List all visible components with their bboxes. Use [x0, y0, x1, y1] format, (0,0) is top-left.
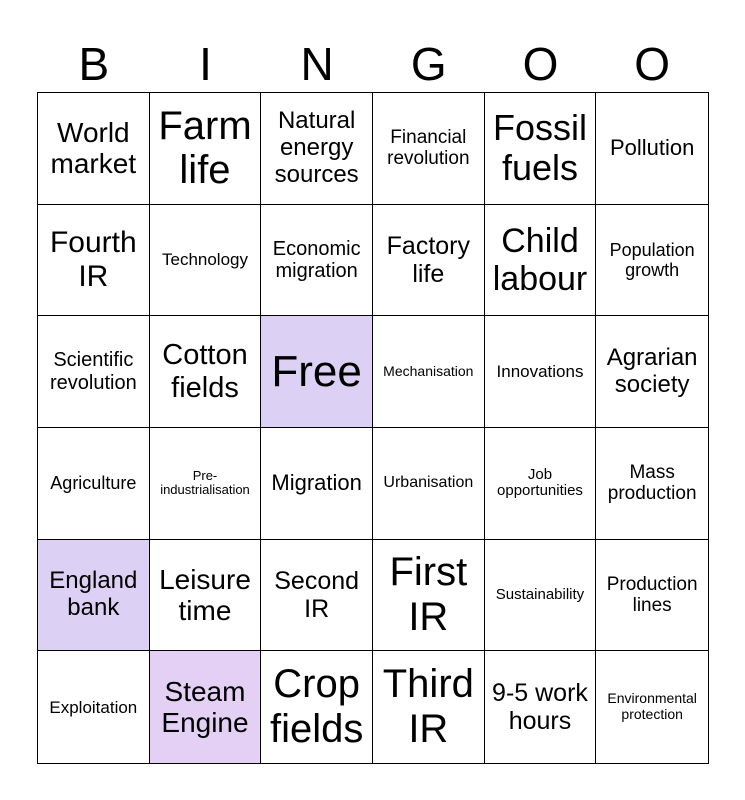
bingo-cell[interactable]: Pre-industrialisation: [149, 427, 262, 540]
bingo-cell[interactable]: First IR: [372, 539, 485, 652]
bingo-cell[interactable]: Factory life: [372, 204, 485, 317]
header-letter: O: [522, 38, 559, 90]
bingo-cell[interactable]: Environmental protection: [607, 690, 697, 723]
bingo-cell[interactable]: 9-5 work hours: [485, 651, 597, 763]
bingo-cell[interactable]: Migration: [261, 427, 373, 540]
bingo-card: World market Farm life Natural energy sour…: [37, 92, 709, 764]
header-letter: G: [410, 38, 447, 90]
bingo-cell[interactable]: Leisure time: [149, 539, 262, 652]
bingo-cell[interactable]: World market: [38, 93, 150, 205]
bingo-cell[interactable]: England bank: [38, 539, 150, 652]
bingo-cell[interactable]: Technology: [149, 204, 262, 317]
bingo-cell[interactable]: Sustainability: [484, 539, 597, 652]
bingo-cell[interactable]: Exploitation: [38, 651, 150, 763]
bingo-cell[interactable]: Crop fields: [261, 651, 373, 763]
bingo-cell[interactable]: Agriculture: [38, 427, 150, 540]
header-letter: O: [634, 38, 670, 90]
bingo-cell[interactable]: Fossil fuels: [484, 93, 597, 205]
bingo-cell[interactable]: Urbanisation: [372, 427, 485, 540]
bingo-cell[interactable]: Fourth IR: [38, 204, 150, 317]
bingo-cell[interactable]: Cotton fields: [149, 316, 262, 428]
bingo-cell[interactable]: Third IR: [373, 651, 485, 763]
bingo-cell[interactable]: Innovations: [484, 316, 597, 428]
header-letter: N: [300, 38, 334, 90]
bingo-cell[interactable]: Agrarian society: [596, 316, 708, 428]
header-letter: I: [199, 38, 212, 90]
bingo-cell[interactable]: Population growth: [596, 205, 708, 317]
bingo-cell[interactable]: Job opportunities: [484, 427, 597, 540]
free-space-cell[interactable]: Free: [261, 316, 373, 428]
bingo-cell[interactable]: Second IR: [261, 539, 373, 652]
header-letter: B: [78, 38, 110, 90]
bingo-cell[interactable]: Farm life: [149, 93, 262, 205]
bingo-cell[interactable]: Child labour: [484, 204, 597, 317]
bingo-cell[interactable]: Financial revolution: [372, 93, 485, 205]
bingo-cell[interactable]: Natural energy sources: [261, 93, 373, 205]
bingo-cell[interactable]: Steam Engine: [149, 651, 262, 763]
bingo-cell[interactable]: Production lines: [596, 540, 708, 652]
bingo-cell[interactable]: Economic migration: [261, 204, 373, 317]
bingo-cell[interactable]: Mass production: [596, 428, 708, 540]
bingo-cell[interactable]: Mechanisation: [372, 316, 485, 428]
bingo-cell[interactable]: Scientific revolution: [38, 316, 150, 428]
bingo-cell[interactable]: Pollution: [596, 93, 708, 205]
